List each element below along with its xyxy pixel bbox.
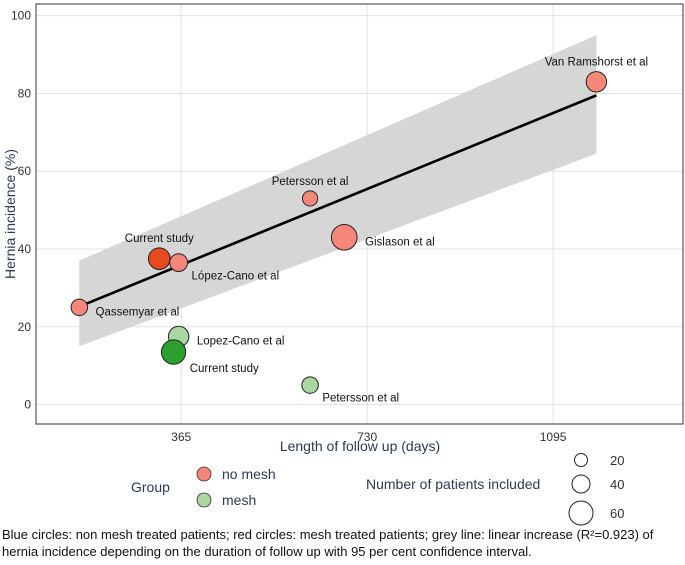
confidence-band [79, 35, 597, 347]
data-point-0 [585, 71, 608, 93]
point-label-6: Lopez-Cano et al [197, 336, 285, 348]
legend-size-60-label: 60 [610, 506, 624, 521]
point-label-3: Current study [125, 233, 194, 245]
axis-ticks: 365 730 1095 0 20 40 60 80 100 [11, 9, 567, 444]
data-point-4 [169, 253, 189, 273]
legend-size-20 [574, 453, 588, 467]
point-label-8: Petersson et al [322, 392, 399, 404]
legend-group-title: Group [131, 479, 170, 495]
x-tick-label: 1095 [540, 430, 567, 444]
data-point-3 [147, 247, 171, 271]
y-tick-label: 20 [18, 320, 32, 334]
point-label-4: López-Cano et al [192, 271, 280, 283]
x-axis-title: Length of follow up (days) [280, 438, 440, 454]
legend-size-20-label: 20 [610, 453, 624, 468]
data-points: Van Ramshorst et al Petersson et al Gislas… [70, 57, 648, 404]
legend-size-40 [571, 474, 591, 494]
plot-panel [35, 3, 684, 425]
legend-no-mesh-swatch [196, 466, 212, 482]
legend-size-60 [568, 500, 594, 526]
legend-no-mesh-label: no mesh [222, 466, 276, 482]
x-tick-label: 730 [357, 430, 377, 444]
y-tick-label: 80 [18, 86, 32, 100]
data-point-8 [301, 376, 319, 394]
data-point-5 [70, 298, 89, 317]
data-point-7 [160, 339, 187, 365]
legend-mesh-label: mesh [222, 492, 256, 508]
y-tick-label: 0 [24, 398, 31, 412]
legend-size-title: Number of patients included [366, 476, 540, 492]
legend-mesh-swatch [196, 492, 212, 508]
y-tick-label: 100 [11, 9, 31, 23]
regression-line [78, 94, 597, 308]
legend-size-40-label: 40 [610, 477, 624, 492]
data-point-2 [330, 224, 358, 251]
point-label-2: Gislason et al [365, 236, 435, 248]
x-tick-label: 365 [171, 430, 191, 444]
data-point-1 [301, 190, 319, 207]
point-label-1: Petersson et al [272, 176, 349, 188]
y-tick-label: 60 [18, 164, 32, 178]
figure-caption: Blue circles: non mesh treated patients;… [2, 527, 654, 559]
point-label-5: Qassemyar et al [96, 306, 180, 318]
point-label-7: Current study [190, 363, 259, 375]
y-tick-label: 40 [18, 242, 32, 256]
y-axis-title: Hernia incidence (%) [2, 149, 18, 279]
point-label-0: Van Ramshorst et al [545, 57, 648, 69]
